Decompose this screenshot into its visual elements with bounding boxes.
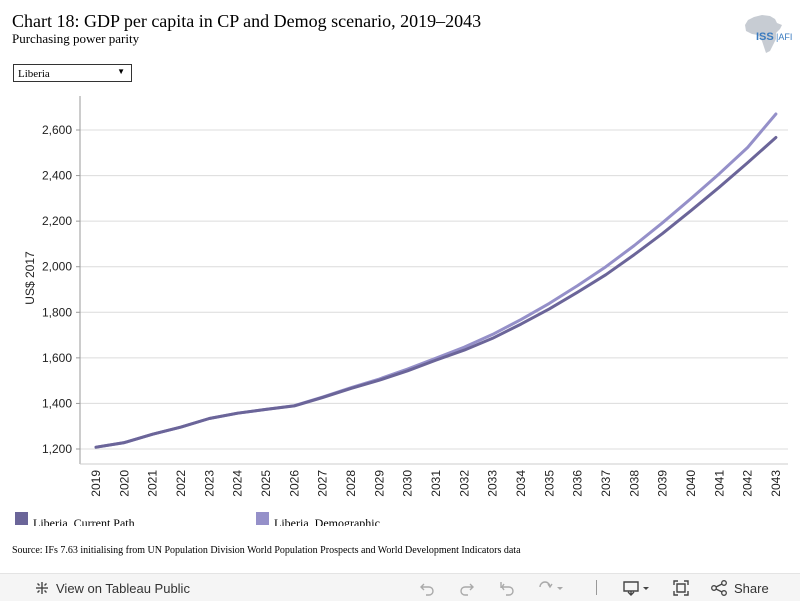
x-tick-label: 2038: [627, 470, 641, 497]
download-button[interactable]: [622, 579, 652, 597]
x-tick-label: 2024: [231, 470, 245, 497]
y-tick-label: 1,200: [42, 442, 72, 456]
share-button[interactable]: Share: [710, 579, 769, 597]
x-tick-label: 2043: [769, 470, 783, 497]
x-tick-label: 2031: [429, 470, 443, 497]
fullscreen-icon: [673, 580, 689, 596]
x-tick-label: 2035: [542, 470, 556, 497]
y-axis-title: US$ 2017: [23, 251, 37, 305]
x-tick-label: 2042: [741, 470, 755, 497]
series-line-current-path[interactable]: [94, 136, 778, 449]
x-tick-label: 2023: [202, 470, 216, 497]
caret-down-icon: [557, 587, 563, 590]
view-on-tableau-label: View on Tableau Public: [56, 580, 190, 596]
y-tick-label: 2,400: [42, 169, 72, 183]
line-chart: 1,200 1,400 1,600 1,800 2,000 2,200 2,400 2,600…: [23, 96, 788, 497]
refresh-icon: [539, 581, 553, 589]
share-label: Share: [734, 580, 769, 596]
label-layer: 1,200 1,400 1,600 1,800 2,000 2,200 2,400 2,600…: [23, 123, 783, 497]
country-filter-value: Liberia: [18, 68, 50, 80]
x-tick-label: 2039: [656, 470, 670, 497]
chevron-down-icon: ▼: [117, 67, 125, 76]
x-tick-label: 2029: [372, 470, 386, 497]
legend-item-demographic[interactable]: Liberia, Demographic: [256, 512, 456, 526]
x-tick-label: 2036: [571, 470, 585, 497]
y-tick-label: 2,600: [42, 123, 72, 137]
legend-label-current-path: Liberia, Current Path: [33, 516, 135, 526]
x-tick-label: 2037: [599, 470, 613, 497]
chart-subtitle: Purchasing power parity: [12, 31, 140, 46]
chart-title: Chart 18: GDP per capita in CP and Demog…: [12, 11, 482, 31]
share-icon: [711, 580, 727, 596]
x-tick-label: 2041: [712, 470, 726, 497]
x-tick-label: 2025: [259, 470, 273, 497]
legend-label-demographic: Liberia, Demographic: [274, 516, 380, 526]
x-tick-label: 2033: [486, 470, 500, 497]
x-tick-label: 2028: [344, 470, 358, 497]
toolbar-divider: [596, 580, 597, 595]
svg-text:ISS: ISS: [756, 31, 774, 43]
legend-item-current-path[interactable]: Liberia, Current Path: [15, 512, 215, 526]
refresh-button[interactable]: [536, 579, 566, 597]
country-filter-dropdown[interactable]: Liberia ▼: [13, 64, 132, 82]
legend-swatch-demographic: [256, 512, 269, 525]
grid-layer: [80, 129, 788, 450]
revert-icon: [500, 582, 514, 596]
redo-icon: [460, 583, 474, 596]
caret-down-icon: [643, 587, 649, 590]
fullscreen-button[interactable]: [672, 579, 690, 597]
axis-layer: [76, 96, 788, 465]
tableau-toolbar: View on Tableau Public Share: [0, 573, 800, 601]
undo-icon: [420, 583, 434, 596]
tableau-logo-icon: [36, 582, 48, 594]
x-tick-label: 2020: [117, 470, 131, 497]
undo-button[interactable]: [418, 579, 436, 597]
legend-swatch-current-path: [15, 512, 28, 525]
y-tick-label: 1,400: [42, 396, 72, 410]
y-tick-label: 1,800: [42, 305, 72, 319]
redo-button[interactable]: [458, 579, 476, 597]
y-tick-label: 2,200: [42, 214, 72, 228]
y-tick-label: 1,600: [42, 351, 72, 365]
view-on-tableau-link[interactable]: View on Tableau Public: [34, 579, 190, 597]
x-tick-label: 2026: [287, 470, 301, 497]
x-tick-label: 2022: [174, 470, 188, 497]
iss-africa-logo: ISS |AFI: [745, 15, 792, 53]
y-tick-label: 2,000: [42, 260, 72, 274]
x-tick-label: 2027: [316, 470, 330, 497]
x-tick-label: 2040: [684, 470, 698, 497]
x-tick-label: 2032: [457, 470, 471, 497]
x-tick-label: 2034: [514, 470, 528, 497]
download-icon: [623, 581, 639, 596]
x-tick-label: 2021: [146, 470, 160, 497]
revert-button[interactable]: [498, 579, 516, 597]
x-tick-label: 2019: [89, 470, 103, 497]
x-tick-label: 2030: [401, 470, 415, 497]
svg-text:|AFI: |AFI: [776, 32, 792, 42]
series-line-demographic[interactable]: [94, 112, 778, 449]
source-note: Source: IFs 7.63 initialising from UN Po…: [12, 545, 521, 556]
series-layer: [94, 112, 778, 449]
